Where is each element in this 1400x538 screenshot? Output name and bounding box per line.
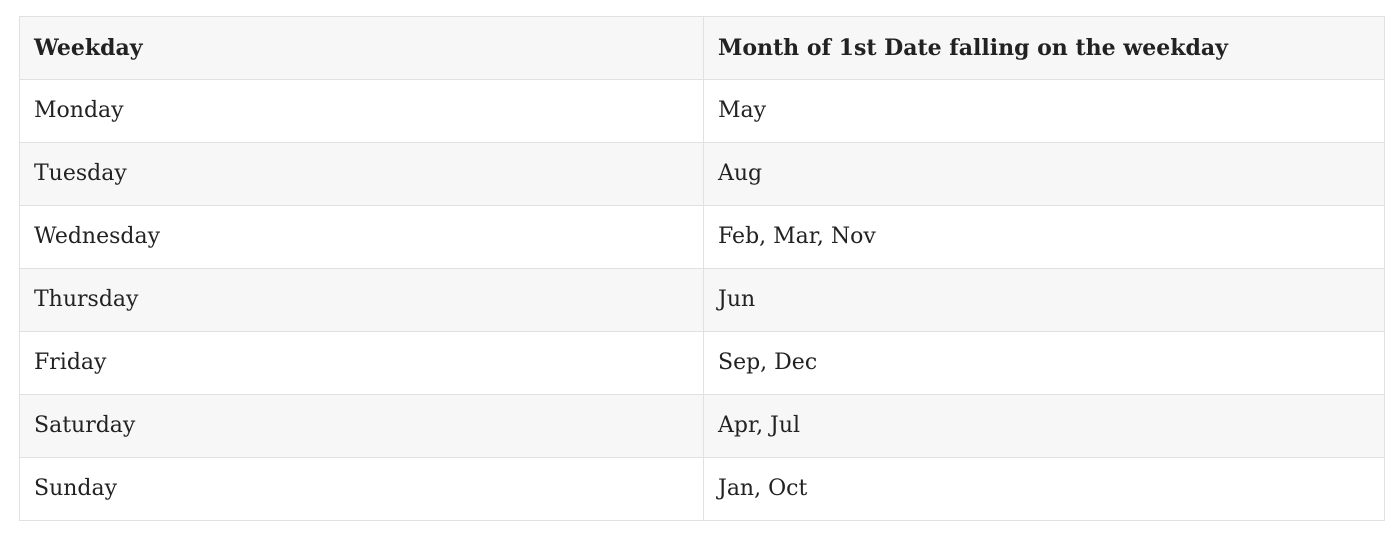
table-row: Wednesday Feb, Mar, Nov (19, 205, 1385, 269)
weekday-cell: Wednesday (19, 205, 704, 269)
table-body: Monday May Tuesday Aug Wednesday Feb, Ma… (19, 79, 1385, 521)
weekday-cell: Monday (19, 79, 704, 143)
month-cell: Jan, Oct (703, 457, 1385, 521)
weekday-month-table: Weekday Month of 1st Date falling on the… (19, 16, 1385, 521)
table-row: Friday Sep, Dec (19, 331, 1385, 395)
month-cell: Feb, Mar, Nov (703, 205, 1385, 269)
table-header: Weekday Month of 1st Date falling on the… (19, 16, 1385, 80)
table-row: Thursday Jun (19, 268, 1385, 332)
weekday-cell: Saturday (19, 394, 704, 458)
header-row: Weekday Month of 1st Date falling on the… (19, 16, 1385, 80)
weekday-cell: Friday (19, 331, 704, 395)
weekday-month-table-container: Weekday Month of 1st Date falling on the… (19, 16, 1385, 521)
weekday-cell: Thursday (19, 268, 704, 332)
header-month: Month of 1st Date falling on the weekday (703, 16, 1385, 80)
month-cell: May (703, 79, 1385, 143)
table-row: Tuesday Aug (19, 142, 1385, 206)
header-weekday: Weekday (19, 16, 704, 80)
table-row: Sunday Jan, Oct (19, 457, 1385, 521)
month-cell: Jun (703, 268, 1385, 332)
table-row: Monday May (19, 79, 1385, 143)
month-cell: Sep, Dec (703, 331, 1385, 395)
weekday-cell: Sunday (19, 457, 704, 521)
month-cell: Apr, Jul (703, 394, 1385, 458)
month-cell: Aug (703, 142, 1385, 206)
table-row: Saturday Apr, Jul (19, 394, 1385, 458)
weekday-cell: Tuesday (19, 142, 704, 206)
